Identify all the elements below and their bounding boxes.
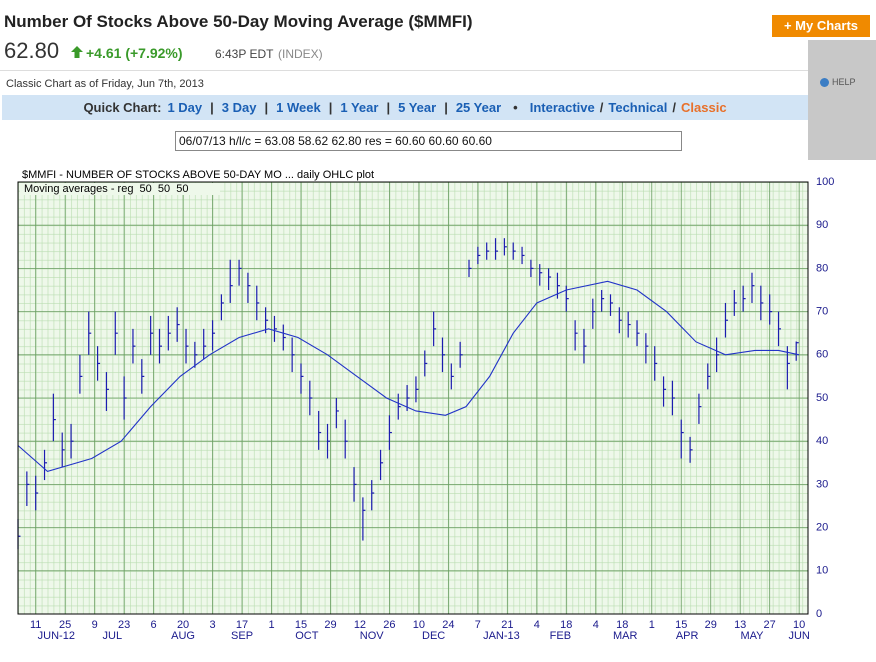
x-tick-label: 18 xyxy=(560,619,572,631)
title: Number Of Stocks Above 50-Day Moving Ave… xyxy=(4,12,473,31)
help-label[interactable]: HELP xyxy=(832,77,856,87)
x-tick-label: 18 xyxy=(616,619,628,631)
chart-title: $MMFI - NUMBER OF STOCKS ABOVE 50-DAY MO… xyxy=(22,169,374,181)
x-tick-label: 26 xyxy=(383,619,395,631)
view-link[interactable]: Classic xyxy=(681,100,727,115)
moving-average xyxy=(17,280,800,473)
up-arrow xyxy=(71,46,83,58)
x-tick-label: 1 xyxy=(649,619,655,631)
y-tick-label: 90 xyxy=(816,219,828,231)
x-tick-label: 12 xyxy=(354,619,366,631)
my-charts-button[interactable]: + My Charts xyxy=(772,15,870,37)
x-tick-label: 27 xyxy=(764,619,776,631)
chart: $MMFI - NUMBER OF STOCKS ABOVE 50-DAY MO… xyxy=(17,169,834,642)
x-tick-label: 23 xyxy=(118,619,130,631)
separator: | xyxy=(444,100,448,115)
info-box: 06/07/13 h/l/c = 63.08 58.62 62.80 res =… xyxy=(175,131,682,151)
exchange: (INDEX) xyxy=(278,47,323,61)
x-tick-label: 21 xyxy=(501,619,513,631)
chart-subtitle: Moving averages - reg 50 50 50 xyxy=(24,183,188,195)
quick-link[interactable]: 1 Year xyxy=(340,100,379,115)
view-link[interactable]: Technical xyxy=(608,100,668,115)
y-tick-label: 10 xyxy=(816,565,828,577)
y-tick-label: 80 xyxy=(816,262,828,274)
x-tick-label: 1 xyxy=(268,619,274,631)
quick-chart-bar: Quick Chart: 1 Day | 3 Day | 1 Week | 1 Year | 5 … xyxy=(2,95,808,120)
x-tick-label: 11 xyxy=(30,619,41,631)
y-tick-label: 100 xyxy=(816,176,834,188)
month-label: JUL xyxy=(103,630,123,642)
help[interactable]: HELP xyxy=(820,77,856,88)
as-of: Classic Chart as of Friday, Jun 7th, 201… xyxy=(6,78,204,90)
y-tick-label: 0 xyxy=(816,608,822,620)
month-label: NOV xyxy=(360,630,385,642)
x-tick-label: 25 xyxy=(59,619,71,631)
x-tick-label: 3 xyxy=(209,619,215,631)
plot-frame xyxy=(17,181,809,615)
month-label: APR xyxy=(676,630,699,642)
month-label: JAN-13 xyxy=(483,630,520,642)
separator: | xyxy=(210,100,214,115)
view-link[interactable]: Interactive xyxy=(529,100,595,115)
quick-link[interactable]: 25 Year xyxy=(455,100,502,115)
separator: / xyxy=(672,100,677,115)
change: +4.61 (+7.92%) xyxy=(86,45,183,61)
month-label: SEP xyxy=(231,630,253,642)
quick-link[interactable]: 1 Week xyxy=(276,100,321,115)
month-label: MAY xyxy=(740,630,764,642)
quick-chart-label: Quick Chart: xyxy=(83,100,162,115)
x-tick-label: 10 xyxy=(413,619,425,631)
quick-link[interactable]: 5 Year xyxy=(398,100,437,115)
x-tick-label: 4 xyxy=(593,619,599,631)
x-tick-label: 15 xyxy=(295,619,307,631)
y-tick-label: 40 xyxy=(816,435,828,447)
month-label: AUG xyxy=(171,630,195,642)
y-tick-label: 70 xyxy=(816,306,828,318)
x-tick-label: 6 xyxy=(151,619,157,631)
y-tick-label: 60 xyxy=(816,349,828,361)
month-label: DEC xyxy=(422,630,445,642)
sidebar xyxy=(808,40,876,160)
month-label: JUN xyxy=(788,630,809,642)
x-tick-label: 4 xyxy=(534,619,540,631)
x-tick-label: 15 xyxy=(675,619,687,631)
x-tick-label: 17 xyxy=(236,619,248,631)
subtitle-bg xyxy=(20,183,220,195)
y-tick-label: 20 xyxy=(816,522,828,534)
month-label: OCT xyxy=(295,630,319,642)
bullet: • xyxy=(513,100,518,115)
x-tick-label: 9 xyxy=(92,619,98,631)
x-tick-label: 7 xyxy=(475,619,481,631)
x-tick-label: 29 xyxy=(324,619,336,631)
quick-link[interactable]: 1 Day xyxy=(167,100,203,115)
separator: | xyxy=(264,100,269,115)
separator: | xyxy=(328,100,333,115)
x-tick-label: 10 xyxy=(793,619,805,631)
month-label: MAR xyxy=(613,630,638,642)
y-tick-label: 50 xyxy=(816,392,828,404)
separator: / xyxy=(599,100,604,115)
quick-link[interactable]: 3 Day xyxy=(221,100,257,115)
time: 6:43P EDT xyxy=(215,47,274,61)
x-tick-label: 29 xyxy=(705,619,717,631)
month-label: FEB xyxy=(550,630,571,642)
x-tick-label: 20 xyxy=(177,619,189,631)
price: 62.80 xyxy=(4,38,60,63)
y-tick-label: 30 xyxy=(816,478,828,490)
separator: | xyxy=(386,100,391,115)
x-tick-label: 13 xyxy=(734,619,746,631)
x-tick-label: 24 xyxy=(442,619,454,631)
divider xyxy=(0,70,808,71)
month-label: JUN-12 xyxy=(38,630,75,642)
